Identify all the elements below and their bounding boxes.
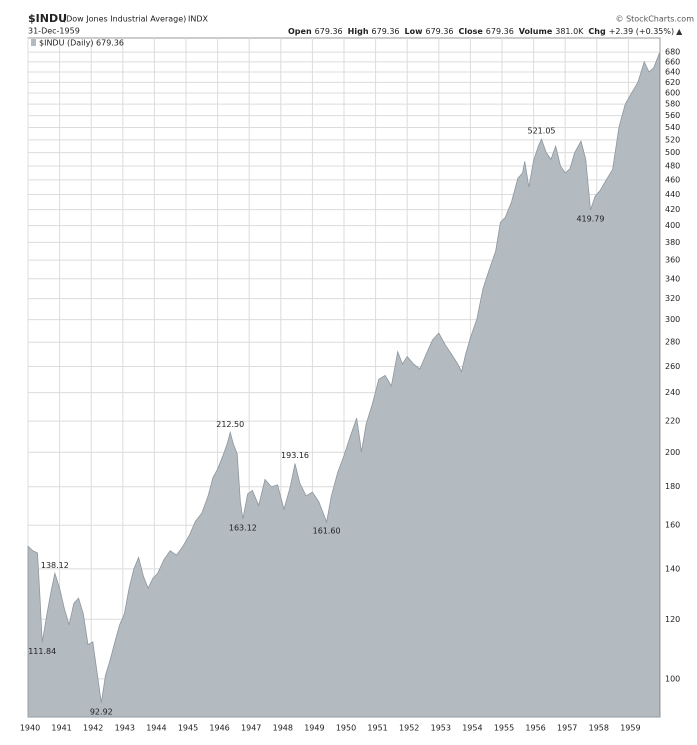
x-tick-label: 1940 (20, 724, 40, 733)
quote-label: Close (459, 27, 484, 36)
quote-label: Volume (519, 27, 553, 36)
x-tick-label: 1946 (209, 724, 229, 733)
y-tick-label: 520 (665, 135, 680, 144)
quote-label: Low (405, 27, 424, 36)
quote-label: Open (288, 27, 312, 36)
annotation: 193.16 (281, 451, 309, 460)
x-tick-label: 1959 (620, 724, 640, 733)
y-tick-label: 440 (665, 190, 680, 199)
y-tick-label: 280 (665, 338, 680, 347)
x-tick-label: 1941 (51, 724, 71, 733)
quote-value: +2.39 (+0.35%) (609, 27, 674, 36)
annotation: 419.79 (576, 214, 604, 223)
annotation: 521.05 (528, 127, 556, 136)
quote-value: 679.36 (372, 27, 400, 36)
source: © StockCharts.com (616, 15, 695, 24)
x-tick-label: 1958 (589, 724, 609, 733)
annotation: 163.12 (229, 523, 257, 532)
x-tick-label: 1942 (83, 724, 103, 733)
y-tick-label: 300 (665, 315, 680, 324)
y-tick-label: 180 (665, 482, 680, 491)
x-tick-label: 1948 (273, 724, 293, 733)
annotation: 138.12 (41, 561, 69, 570)
y-tick-label: 680 (665, 48, 680, 57)
legend-label: $INDU (Daily) 679.36 (39, 39, 124, 48)
y-tick-label: 540 (665, 123, 680, 132)
quote: Open 679.36 High 679.36 Low 679.36 Close 679.36… (288, 27, 683, 36)
quote-label: High (348, 27, 369, 36)
area (27, 52, 661, 718)
y-tick-label: 220 (665, 417, 680, 426)
y-tick-label: 120 (665, 615, 680, 624)
y-tick-label: 560 (665, 111, 680, 120)
x-tick-label: 1956 (525, 724, 545, 733)
exchange: INDX (188, 15, 209, 24)
y-tick-label: 500 (665, 148, 680, 157)
x-tick-label: 1953 (431, 724, 451, 733)
chart-subtitle: (Dow Jones Industrial Average) (63, 15, 186, 24)
y-tick-label: 640 (665, 67, 680, 76)
y-tick-label: 160 (665, 521, 680, 530)
x-tick-label: 1944 (146, 724, 166, 733)
y-tick-label: 140 (665, 564, 680, 573)
x-tick-label: 1950 (336, 724, 356, 733)
axes: 100 120 140 160 180 200 220 240 260 280 300 320 340 3… (20, 39, 680, 733)
quote-text: Open 679.36 High 679.36 Low 679.36 Close 679.36… (288, 27, 683, 36)
x-tick-label: 1954 (462, 724, 482, 733)
quote-value: 381.0K (555, 27, 584, 36)
chart-title: $INDU (28, 12, 67, 25)
annotation: 212.50 (216, 420, 244, 429)
y-tick-label: 480 (665, 162, 680, 171)
y-tick-label: 360 (665, 256, 680, 265)
x-tick-label: 1952 (399, 724, 419, 733)
change-marker: ▲ (676, 27, 683, 36)
y-tick-label: 100 (665, 674, 680, 683)
quote-label: Chg (588, 27, 606, 36)
y-tick-label: 320 (665, 294, 680, 303)
x-tick-label: 1943 (115, 724, 135, 733)
y-tick-label: 580 (665, 100, 680, 109)
annotation: 161.60 (313, 526, 341, 535)
x-tick-label: 1949 (304, 724, 324, 733)
y-tick-label: 420 (665, 205, 680, 214)
annotation: 111.84 (28, 647, 56, 656)
x-tick-label: 1951 (367, 724, 387, 733)
y-tick-label: 240 (665, 388, 680, 397)
quote-value: 679.36 (486, 27, 514, 36)
date: 31-Dec-1959 (28, 27, 80, 36)
y-tick-label: 200 (665, 448, 680, 457)
plot (27, 52, 661, 718)
y-tick-label: 460 (665, 175, 680, 184)
x-tick-label: 1955 (494, 724, 514, 733)
y-tick-label: 620 (665, 78, 680, 87)
y-tick-label: 380 (665, 238, 680, 247)
y-tick-label: 260 (665, 362, 680, 371)
quote-value: 679.36 (315, 27, 343, 36)
annotation: 92.92 (90, 707, 113, 716)
y-tick-label: 600 (665, 89, 680, 98)
quote-value: 679.36 (426, 27, 454, 36)
x-tick-label: 1957 (557, 724, 577, 733)
y-tick-label: 400 (665, 221, 680, 230)
y-tick-label: 660 (665, 57, 680, 66)
y-tick-label: 340 (665, 274, 680, 283)
x-tick-label: 1947 (241, 724, 261, 733)
legend-swatch (31, 39, 36, 46)
x-tick-label: 1945 (178, 724, 198, 733)
